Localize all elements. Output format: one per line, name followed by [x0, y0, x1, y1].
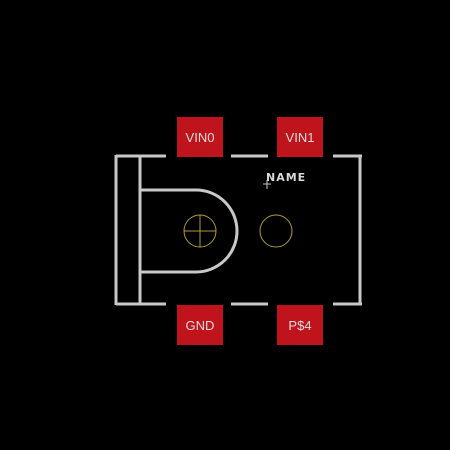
pad-p4-shape: [277, 305, 323, 345]
origin-cross-icon: [263, 180, 271, 189]
pad-vin1[interactable]: VIN1: [277, 117, 323, 157]
pad-vin0[interactable]: VIN0: [177, 117, 223, 157]
pad-gnd-label: GND: [185, 317, 215, 333]
pad-p4-label: P$4: [288, 317, 312, 333]
drill-hole-crosshair-icon: [183, 214, 217, 248]
pad-vin0-label: VIN0: [185, 129, 215, 145]
silkscreen-outline: [114, 154, 362, 306]
pad-p4[interactable]: P$4: [277, 305, 323, 345]
pad-vin1-shape: [277, 117, 323, 157]
pad-vin0-shape: [177, 117, 223, 157]
pad-gnd-shape: [177, 305, 223, 345]
component-name-label: NAME: [266, 171, 307, 184]
pad-gnd[interactable]: GND: [177, 305, 223, 345]
outline-semicircle-body: [141, 188, 239, 274]
pad-vin1-label: VIN1: [285, 129, 315, 145]
drill-hole-icon: [259, 214, 293, 248]
